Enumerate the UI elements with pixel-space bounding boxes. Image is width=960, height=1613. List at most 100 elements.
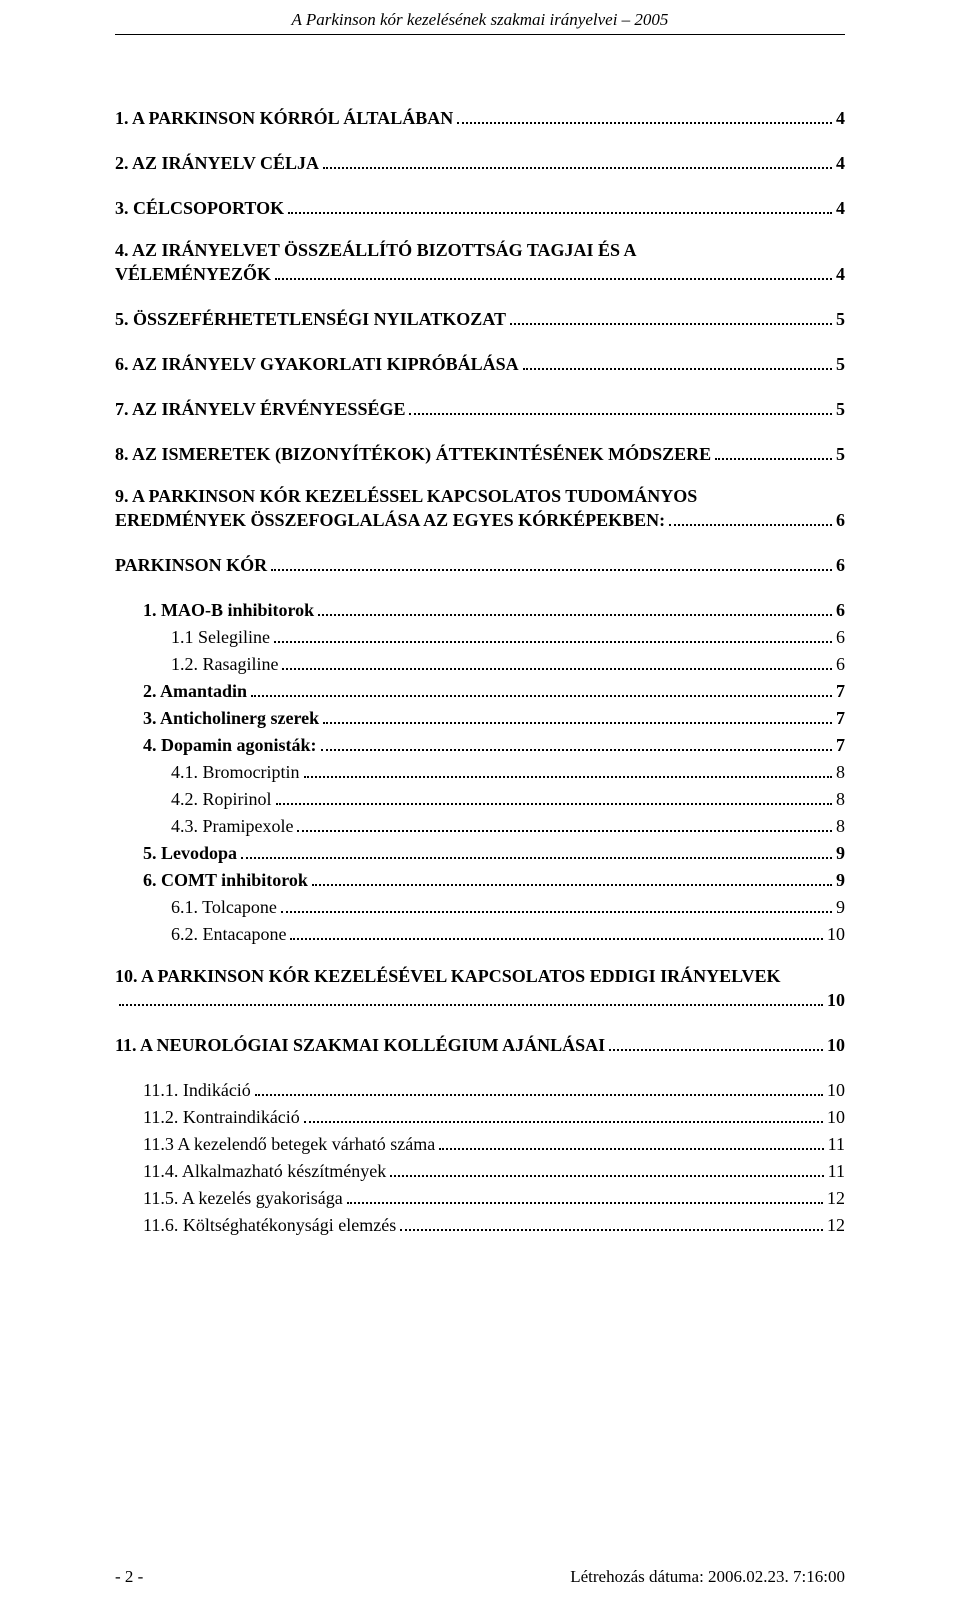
toc-entry-page: 7 xyxy=(836,678,845,705)
toc-entry-label: 1.1 Selegiline xyxy=(171,624,270,651)
toc-entry-page: 10 xyxy=(827,1032,845,1059)
toc-leader-dots xyxy=(312,868,832,886)
toc-entry: 8. AZ ISMERETEK (BIZONYÍTÉKOK) ÁTTEKINTÉ… xyxy=(115,441,845,468)
toc-spacer xyxy=(115,579,845,597)
toc-entry: 11. A NEUROLÓGIAI SZAKMAI KOLLÉGIUM AJÁN… xyxy=(115,1032,845,1059)
toc-entry-page: 4 xyxy=(836,150,845,177)
toc-entry: 11.6. Költséghatékonysági elemzés 12 xyxy=(115,1212,845,1239)
toc-leader-dots xyxy=(400,1213,823,1231)
toc-entry-label: 4.2. Ropirinol xyxy=(171,786,272,813)
toc-entry-page: 10 xyxy=(827,921,845,948)
toc-entry: 1.1 Selegiline 6 xyxy=(115,624,845,651)
toc-spacer xyxy=(115,378,845,396)
toc-entry: 4.2. Ropirinol 8 xyxy=(115,786,845,813)
toc-entry-page: 8 xyxy=(836,759,845,786)
toc-leader-dots xyxy=(409,397,832,415)
toc-leader-dots xyxy=(390,1159,823,1177)
toc-entry-page: 6 xyxy=(836,552,845,579)
toc-spacer xyxy=(115,1014,845,1032)
toc-entry-label: 11.3 A kezelendő betegek várható száma xyxy=(143,1131,435,1158)
toc-entry-label: 1.2. Rasagiline xyxy=(171,651,278,678)
toc-leader-dots xyxy=(304,760,833,778)
toc-leader-dots xyxy=(669,508,832,526)
toc-entry-page: 6 xyxy=(836,507,845,534)
toc-entry-label: 9. A PARKINSON KÓR KEZELÉSSEL KAPCSOLATO… xyxy=(115,486,845,507)
toc-entry-label: 11.5. A kezelés gyakorisága xyxy=(143,1185,343,1212)
toc-entry-page: 5 xyxy=(836,441,845,468)
toc-entry-label: 3. CÉLCSOPORTOK xyxy=(115,195,284,222)
toc-entry-page: 10 xyxy=(827,1104,845,1131)
toc-leader-dots xyxy=(290,922,823,940)
toc-entry-page: 6 xyxy=(836,597,845,624)
toc-entry: 4. AZ IRÁNYELVET ÖSSZEÁLLÍTÓ BIZOTTSÁG T… xyxy=(115,240,845,288)
toc-leader-dots xyxy=(715,442,832,460)
toc-spacer xyxy=(115,948,845,966)
toc-entry-page: 7 xyxy=(836,732,845,759)
toc-entry-page: 8 xyxy=(836,786,845,813)
page-header: A Parkinson kór kezelésének szakmai irán… xyxy=(115,0,845,30)
header-rule xyxy=(115,34,845,35)
toc-entry-label: 6.1. Tolcapone xyxy=(171,894,277,921)
toc-entry-page: 7 xyxy=(836,705,845,732)
toc-leader-dots xyxy=(288,196,832,214)
toc-entry: 6. COMT inhibitorok 9 xyxy=(115,867,845,894)
toc-entry-page: 9 xyxy=(836,840,845,867)
toc-entry: 1. A PARKINSON KÓRRÓL ÁLTALÁBAN 4 xyxy=(115,105,845,132)
toc-entry-label: 4. Dopamin agonisták: xyxy=(143,732,317,759)
toc-entry-page: 5 xyxy=(836,396,845,423)
toc-leader-dots xyxy=(275,262,832,280)
toc-entry: 1. MAO-B inhibitorok 6 xyxy=(115,597,845,624)
toc-entry-label: VÉLEMÉNYEZŐK xyxy=(115,261,271,288)
toc-leader-dots xyxy=(510,307,832,325)
toc-spacer xyxy=(115,423,845,441)
toc-spacer xyxy=(115,288,845,306)
toc-entry: 2. Amantadin 7 xyxy=(115,678,845,705)
toc-leader-dots xyxy=(119,988,823,1006)
toc-entry: 5. ÖSSZEFÉRHETETLENSÉGI NYILATKOZAT 5 xyxy=(115,306,845,333)
toc-entry-page: 9 xyxy=(836,867,845,894)
toc-entry: 9. A PARKINSON KÓR KEZELÉSSEL KAPCSOLATO… xyxy=(115,486,845,534)
toc-leader-dots xyxy=(297,814,832,832)
toc-entry-page: 12 xyxy=(827,1185,845,1212)
toc-entry-row: EREDMÉNYEK ÖSSZEFOGLALÁSA AZ EGYES KÓRKÉ… xyxy=(115,507,845,534)
toc-entry: 4. Dopamin agonisták: 7 xyxy=(115,732,845,759)
toc-leader-dots xyxy=(439,1132,823,1150)
toc-spacer xyxy=(115,1059,845,1077)
toc-entry-label: 10. A PARKINSON KÓR KEZELÉSÉVEL KAPCSOLA… xyxy=(115,966,845,987)
toc-entry-label: 4.3. Pramipexole xyxy=(171,813,293,840)
toc-entry-page: 11 xyxy=(828,1131,845,1158)
toc-entry-page: 8 xyxy=(836,813,845,840)
toc-entry-label: 1. A PARKINSON KÓRRÓL ÁLTALÁBAN xyxy=(115,105,453,132)
toc-leader-dots xyxy=(323,151,832,169)
toc-entry-page: 10 xyxy=(827,987,845,1014)
toc-leader-dots xyxy=(457,106,832,124)
toc-leader-dots xyxy=(241,841,832,859)
toc-leader-dots xyxy=(304,1105,823,1123)
toc-entry-label: 7. AZ IRÁNYELV ÉRVÉNYESSÉGE xyxy=(115,396,405,423)
header-title: A Parkinson kór kezelésének szakmai irán… xyxy=(292,10,669,29)
toc-entry: 11.1. Indikáció 10 xyxy=(115,1077,845,1104)
toc-spacer xyxy=(115,177,845,195)
toc-entry: 2. AZ IRÁNYELV CÉLJA 4 xyxy=(115,150,845,177)
toc-entry-label: 11.4. Alkalmazható készítmények xyxy=(143,1158,386,1185)
toc-entry-label: 2. AZ IRÁNYELV CÉLJA xyxy=(115,150,319,177)
toc-entry-page: 4 xyxy=(836,261,845,288)
toc-entry: 10. A PARKINSON KÓR KEZELÉSÉVEL KAPCSOLA… xyxy=(115,966,845,1014)
toc-entry: PARKINSON KÓR 6 xyxy=(115,552,845,579)
toc-entry-label: 11.1. Indikáció xyxy=(143,1077,251,1104)
toc-entry: 11.2. Kontraindikáció 10 xyxy=(115,1104,845,1131)
toc-spacer xyxy=(115,468,845,486)
toc-leader-dots xyxy=(281,895,832,913)
toc-leader-dots xyxy=(323,706,832,724)
toc-entry: 11.3 A kezelendő betegek várható száma 1… xyxy=(115,1131,845,1158)
page: A Parkinson kór kezelésének szakmai irán… xyxy=(0,0,960,1613)
toc-leader-dots xyxy=(255,1078,823,1096)
toc-entry-page: 5 xyxy=(836,351,845,378)
toc-entry-label: PARKINSON KÓR xyxy=(115,552,267,579)
toc-leader-dots xyxy=(347,1186,823,1204)
toc-spacer xyxy=(115,132,845,150)
toc-entry-label: 1. MAO-B inhibitorok xyxy=(143,597,314,624)
toc-entry: 5. Levodopa 9 xyxy=(115,840,845,867)
toc-entry-page: 6 xyxy=(836,651,845,678)
toc-entry-label: 4.1. Bromocriptin xyxy=(171,759,300,786)
